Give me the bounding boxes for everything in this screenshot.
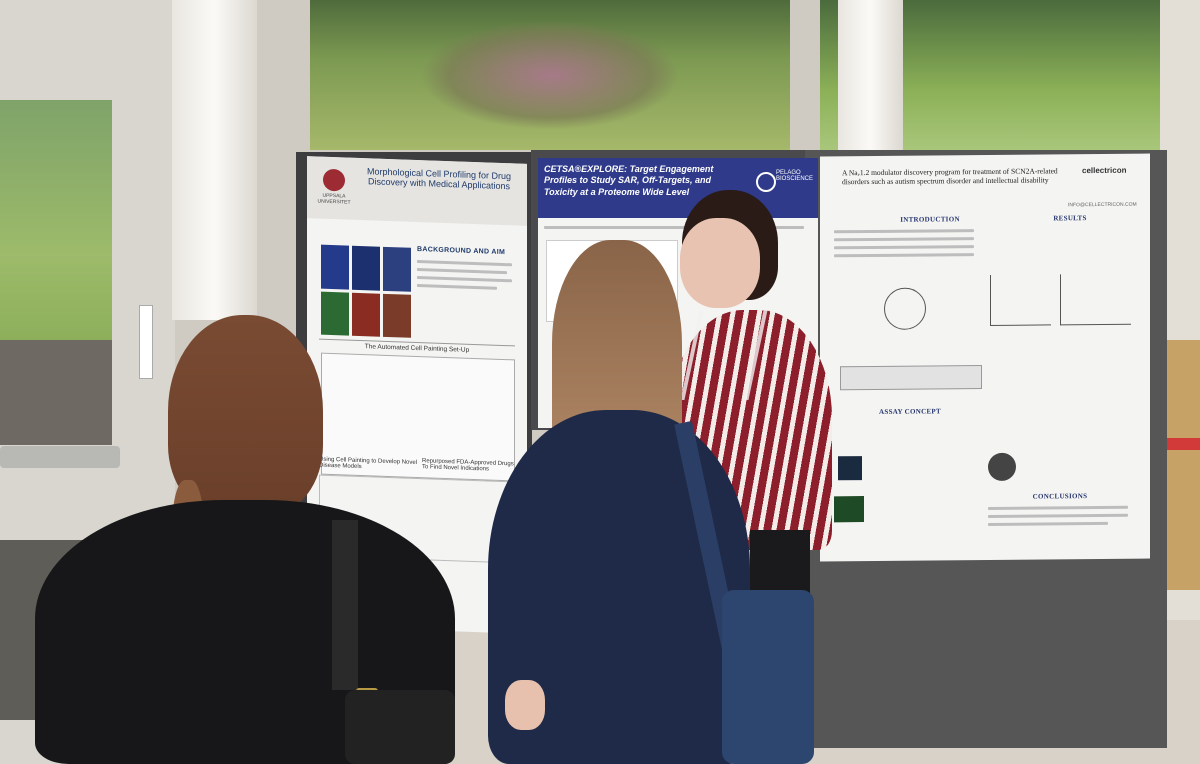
assay-image: [834, 496, 864, 523]
door-sticker: [139, 305, 153, 379]
text-line: [417, 284, 497, 290]
poster-right-logo: cellectricon: [1082, 165, 1127, 176]
poster-middle-logo: PELAGO BIOSCIENCE: [776, 170, 814, 182]
poster-right-assay: ASSAY CONCEPT: [879, 407, 941, 416]
visitor-center-hand: [505, 680, 545, 730]
poster-right-intro: INTRODUCTION: [900, 215, 960, 224]
poster-left-section1: BACKGROUND AND AIM: [417, 246, 506, 257]
cell-images-grid: [321, 244, 411, 338]
text-line: [834, 229, 974, 234]
visitor-left-bag: [345, 690, 455, 764]
cell-image: [321, 244, 349, 290]
text-line: [834, 253, 974, 258]
visitor-center-bag: [722, 590, 814, 764]
presenter-face: [680, 218, 760, 308]
poster-left-header: UPPSALA UNIVERSITET Morphological Cell P…: [307, 156, 527, 226]
cell-image: [383, 293, 411, 338]
uppsala-seal: [323, 168, 345, 192]
text-line: [988, 513, 1128, 518]
text-line: [417, 260, 512, 267]
cell-image: [321, 291, 349, 336]
flowering-bush: [420, 20, 680, 130]
text-line: [417, 276, 512, 283]
flow-diagram: [840, 365, 982, 391]
graph-panel: [1060, 273, 1131, 326]
cell-image: [352, 245, 380, 291]
poster-middle-header: CETSA®EXPLORE: Target Engagement Profile…: [538, 158, 818, 218]
cell-image: [352, 292, 380, 337]
text-line: [834, 245, 974, 250]
text-line: [417, 268, 507, 275]
poster-left-title: Morphological Cell Profiling for Drug Di…: [366, 166, 512, 192]
poster-right-results: RESULTS: [1053, 214, 1087, 223]
pelago-logo-icon: [756, 172, 776, 192]
poster-right: A Naᵥ1.2 modulator discovery program for…: [820, 153, 1150, 562]
graph-panel: [990, 274, 1051, 326]
venn-diagram: [884, 287, 926, 330]
cell-image: [383, 246, 411, 292]
author-line: [544, 226, 804, 229]
poster-right-email: INFO@CELLECTRICON.COM: [1068, 201, 1137, 209]
text-line: [988, 505, 1128, 510]
well-image: [988, 452, 1016, 481]
stone-wall: [0, 340, 112, 445]
door-handle: [0, 446, 120, 468]
poster-right-title: A Naᵥ1.2 modulator discovery program for…: [842, 166, 1058, 187]
text-line: [834, 237, 974, 242]
text-line: [988, 521, 1108, 526]
poster-right-conclusions: CONCLUSIONS: [1032, 492, 1088, 501]
poster-middle-title: CETSA®EXPLORE: Target Engagement Profile…: [544, 164, 714, 197]
assay-image: [838, 456, 862, 481]
uppsala-name: UPPSALA UNIVERSITET: [317, 192, 351, 206]
window-column: [838, 0, 903, 150]
pillar-left: [172, 0, 257, 320]
visitor-left-bag-strap: [332, 520, 358, 690]
